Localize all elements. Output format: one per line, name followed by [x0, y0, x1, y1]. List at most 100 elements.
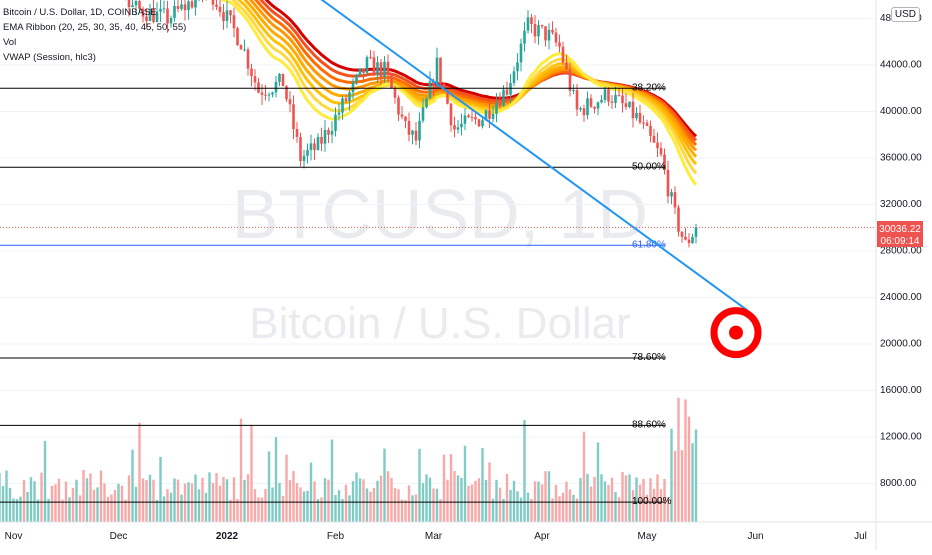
volume-bar — [57, 478, 61, 522]
volume-bar — [274, 437, 278, 522]
candle-body — [176, 6, 180, 9]
candle-body — [400, 114, 404, 117]
candle-body — [341, 98, 344, 113]
candle-body — [456, 127, 460, 130]
candle-body — [271, 92, 274, 95]
volume-bar — [495, 479, 498, 522]
volume-bar — [666, 497, 670, 522]
volume-bar — [78, 495, 82, 522]
last-price-marker: 30036.22 06:09:14 — [877, 221, 923, 247]
volume-bar — [586, 473, 589, 522]
volume-bar — [484, 479, 488, 522]
volume-bar — [512, 480, 516, 522]
volume-bar — [89, 473, 92, 522]
volume-bar — [309, 462, 313, 522]
volume-bar — [456, 475, 460, 522]
price-scale[interactable]: 48000.0044000.0040000.0036000.0032000.00… — [880, 13, 922, 489]
candle-body — [218, 6, 222, 13]
candle-body — [260, 92, 264, 95]
time-axis[interactable]: Nov Dec 2022 Feb Mar Apr May Jun Jul — [5, 531, 867, 542]
candle-body — [547, 29, 551, 41]
legend-vwap[interactable]: VWAP (Session, hlc3) — [3, 52, 96, 63]
candle-body — [386, 61, 390, 76]
candle-body — [477, 119, 481, 127]
candle-body — [589, 98, 593, 107]
volume-bar — [40, 472, 43, 522]
target-bullseye — [729, 325, 743, 340]
volume-bar — [411, 495, 414, 522]
volume-bar — [8, 487, 12, 522]
volume-bar — [334, 495, 337, 522]
volume-bar — [607, 484, 610, 522]
candle-body — [512, 71, 516, 83]
legend-volume[interactable]: Vol — [3, 37, 17, 48]
candle-body — [372, 57, 376, 75]
volume-bar — [113, 489, 117, 522]
volume-bar — [204, 492, 208, 522]
candle-body — [691, 236, 694, 244]
fib-label: 50.00% — [632, 161, 666, 172]
volume-bar — [425, 474, 428, 522]
volume-bar — [593, 476, 596, 522]
candle-body — [442, 83, 446, 90]
candle-body — [211, 0, 215, 5]
volume-bar — [393, 487, 397, 522]
candle-body — [302, 155, 306, 162]
candle-body — [313, 143, 316, 150]
volume-bar — [568, 489, 572, 522]
volume-bar — [5, 470, 8, 522]
candle-body — [274, 81, 278, 93]
volume-bar — [589, 486, 593, 522]
volume-bar — [656, 474, 659, 522]
legend-ema-ribbon[interactable]: EMA Ribbon (20, 25, 30, 35, 40, 45, 50, … — [3, 22, 187, 33]
candle-body — [127, 0, 131, 8]
volume-bar — [554, 484, 558, 522]
candle-body — [617, 94, 621, 96]
volume-bar — [680, 450, 684, 522]
candle-body — [194, 0, 197, 8]
candle-body — [502, 89, 505, 107]
candle-body — [645, 122, 649, 126]
currency-button[interactable]: USD — [890, 7, 920, 22]
volume-bar — [159, 456, 162, 522]
price-tick-label: 8000.00 — [880, 478, 917, 489]
volume-bar — [351, 481, 355, 522]
candle-body — [362, 68, 365, 73]
volume-bar — [225, 479, 229, 522]
candle-body — [593, 106, 596, 109]
candle-body — [575, 90, 579, 110]
volume-bar — [491, 498, 495, 522]
candle-body — [390, 75, 393, 89]
volume-bar — [54, 484, 57, 522]
candle-body — [407, 120, 411, 135]
volume-bar — [271, 487, 274, 522]
volume-bar — [407, 485, 411, 522]
volume-bar — [330, 439, 334, 522]
price-tick-label: 36000.00 — [880, 153, 922, 164]
volume-bar — [365, 488, 369, 522]
volume-bar — [243, 479, 246, 522]
volume-bar — [106, 496, 110, 522]
candle-body — [488, 110, 491, 119]
volume-bar — [176, 479, 180, 522]
volume-bar — [320, 497, 323, 522]
volume-bar — [617, 497, 621, 522]
volume-bar — [327, 479, 330, 522]
time-tick-label: Mar — [425, 531, 443, 542]
candle-body — [446, 89, 449, 104]
volume-bar — [341, 499, 344, 522]
volume-bar — [267, 451, 271, 522]
volume-bar — [288, 480, 292, 522]
volume-bar — [467, 485, 470, 522]
candle-body — [635, 112, 638, 119]
legend-title[interactable]: Bitcoin / U.S. Dollar, 1D, COINBASE — [3, 7, 157, 18]
candle-body — [491, 113, 495, 119]
volume-bar — [15, 499, 19, 522]
volume-bar — [131, 449, 134, 522]
candle-body — [453, 125, 456, 130]
volume-bar — [232, 477, 236, 522]
volume-bar — [432, 488, 435, 522]
volume-bar — [92, 489, 96, 522]
volume-bar — [236, 498, 239, 522]
